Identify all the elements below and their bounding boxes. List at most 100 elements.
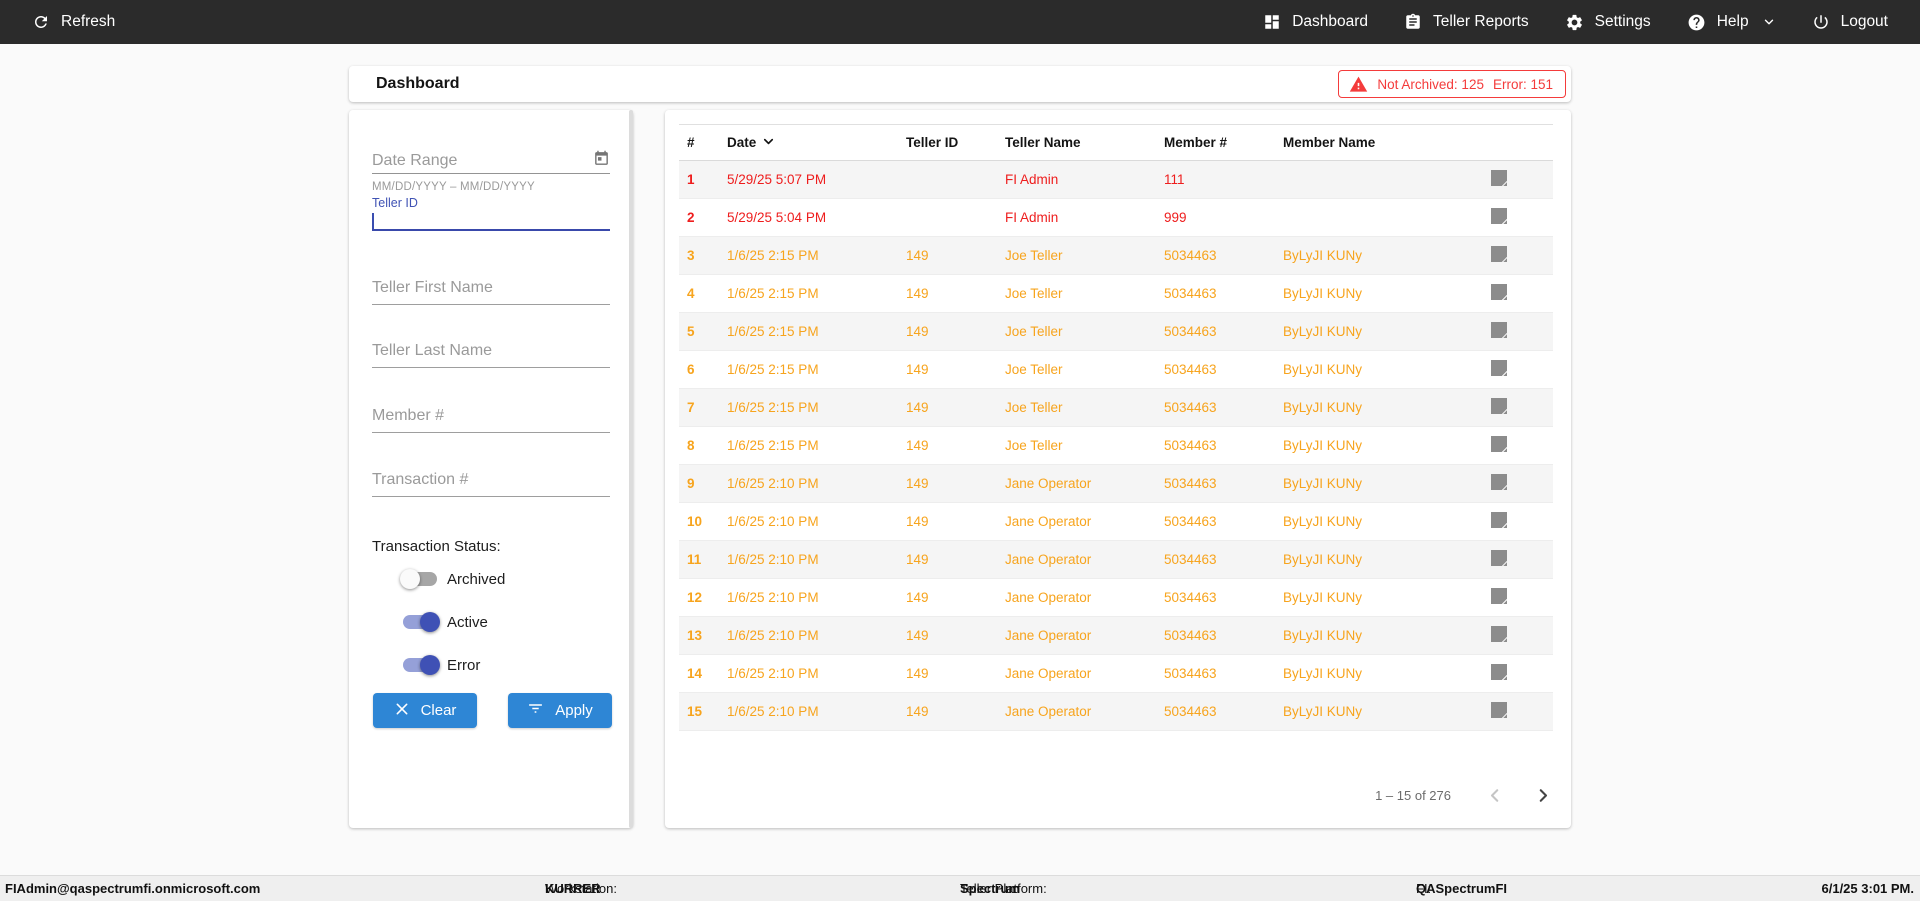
- alert-badge[interactable]: Not Archived: 125 Error: 151: [1338, 70, 1566, 98]
- table-row[interactable]: 2 5/29/25 5:04 PM FI Admin 999: [679, 198, 1553, 237]
- date-range-field[interactable]: Date Range MM/DD/YYYY – MM/DD/YYYY Telle…: [372, 150, 610, 231]
- teller-last-name-placeholder: Teller Last Name: [372, 342, 493, 359]
- nav-settings-label: Settings: [1594, 13, 1651, 30]
- filter-icon: [527, 700, 544, 721]
- page-header-card: Dashboard Not Archived: 125 Error: 151: [349, 66, 1571, 102]
- active-toggle-label: Active: [447, 613, 488, 631]
- table-row[interactable]: 6 1/6/25 2:15 PM 149 Joe Teller 5034463 …: [679, 350, 1553, 389]
- note-icon[interactable]: [1490, 245, 1508, 263]
- date-range-underline: [372, 171, 610, 174]
- note-icon[interactable]: [1490, 625, 1508, 643]
- nav-logout[interactable]: Logout: [1812, 13, 1888, 31]
- nav-dashboard-label: Dashboard: [1292, 13, 1369, 30]
- table-row[interactable]: 11 1/6/25 2:10 PM 149 Jane Operator 5034…: [679, 540, 1553, 579]
- text-caret: [372, 213, 374, 229]
- table-row[interactable]: 5 1/6/25 2:15 PM 149 Joe Teller 5034463 …: [679, 312, 1553, 351]
- col-header-date[interactable]: Date: [727, 124, 906, 161]
- page-title: Dashboard: [376, 75, 460, 92]
- transactions-table: # Date Teller ID Teller Name Member # Me…: [679, 124, 1553, 731]
- note-icon[interactable]: [1490, 283, 1508, 301]
- clipboard-icon: [1404, 13, 1422, 31]
- sidebar-scrollbar[interactable]: [629, 110, 633, 828]
- archived-toggle[interactable]: [400, 569, 437, 589]
- refresh-button[interactable]: Refresh: [32, 13, 115, 31]
- table-row[interactable]: 15 1/6/25 2:10 PM 149 Jane Operator 5034…: [679, 692, 1553, 731]
- status-datetime: 6/1/25 3:01 PM.: [1821, 881, 1915, 896]
- nav-teller-reports[interactable]: Teller Reports: [1404, 13, 1529, 31]
- calendar-icon[interactable]: [593, 150, 610, 172]
- clear-button[interactable]: Clear: [373, 693, 477, 728]
- col-header-note: [1445, 124, 1553, 161]
- note-icon[interactable]: [1490, 359, 1508, 377]
- note-icon[interactable]: [1490, 473, 1508, 491]
- col-header-teller-id[interactable]: Teller ID: [906, 124, 1005, 161]
- chevron-down-icon: [1762, 15, 1776, 29]
- transaction-number-input[interactable]: Transaction #: [372, 467, 610, 497]
- teller-id-label: Teller ID: [372, 196, 418, 210]
- apply-button-label: Apply: [555, 702, 593, 719]
- transaction-status-label: Transaction Status:: [372, 538, 501, 555]
- nav-help[interactable]: Help: [1687, 13, 1776, 32]
- note-icon[interactable]: [1490, 397, 1508, 415]
- table-row[interactable]: 12 1/6/25 2:10 PM 149 Jane Operator 5034…: [679, 578, 1553, 617]
- table-row[interactable]: 4 1/6/25 2:15 PM 149 Joe Teller 5034463 …: [679, 274, 1553, 313]
- member-number-placeholder: Member #: [372, 407, 445, 424]
- table-row[interactable]: 10 1/6/25 2:10 PM 149 Jane Operator 5034…: [679, 502, 1553, 541]
- note-icon[interactable]: [1490, 511, 1508, 529]
- col-header-member-name[interactable]: Member Name: [1283, 124, 1445, 161]
- table-row[interactable]: 9 1/6/25 2:10 PM 149 Jane Operator 50344…: [679, 464, 1553, 503]
- note-icon[interactable]: [1490, 663, 1508, 681]
- refresh-icon: [32, 13, 50, 31]
- nav-logout-label: Logout: [1840, 13, 1888, 30]
- warning-icon: [1349, 75, 1368, 94]
- toggle-active: Active: [403, 610, 488, 634]
- active-toggle[interactable]: [403, 612, 440, 632]
- close-icon: [394, 701, 410, 721]
- status-bar: FIAdmin@qaspectrumfi.onmicrosoft.com Wor…: [0, 875, 1920, 901]
- member-number-input[interactable]: Member #: [372, 403, 610, 433]
- col-header-member-num[interactable]: Member #: [1164, 124, 1283, 161]
- error-toggle-label: Error: [447, 656, 481, 674]
- transactions-table-card: # Date Teller ID Teller Name Member # Me…: [665, 110, 1571, 828]
- table-row[interactable]: 14 1/6/25 2:10 PM 149 Jane Operator 5034…: [679, 654, 1553, 693]
- alert-not-archived-count: Not Archived: 125: [1377, 76, 1484, 92]
- note-icon[interactable]: [1490, 169, 1508, 187]
- previous-page-button[interactable]: [1485, 785, 1506, 806]
- table-row[interactable]: 1 5/29/25 5:07 PM FI Admin 111: [679, 160, 1553, 199]
- nav-help-label: Help: [1716, 13, 1749, 30]
- nav-dashboard[interactable]: Dashboard: [1263, 13, 1368, 31]
- nav-settings[interactable]: Settings: [1565, 13, 1651, 32]
- table-row[interactable]: 13 1/6/25 2:10 PM 149 Jane Operator 5034…: [679, 616, 1553, 655]
- col-header-teller-name[interactable]: Teller Name: [1005, 124, 1164, 161]
- note-icon[interactable]: [1490, 549, 1508, 567]
- note-icon[interactable]: [1490, 207, 1508, 225]
- note-icon[interactable]: [1490, 435, 1508, 453]
- teller-first-name-input[interactable]: Teller First Name: [372, 275, 610, 305]
- filter-sidebar: Date Range MM/DD/YYYY – MM/DD/YYYY Telle…: [349, 110, 633, 828]
- table-row[interactable]: 8 1/6/25 2:15 PM 149 Joe Teller 5034463 …: [679, 426, 1553, 465]
- gear-icon: [1565, 13, 1584, 32]
- error-toggle[interactable]: [403, 655, 440, 675]
- refresh-label: Refresh: [61, 13, 116, 30]
- toggle-error: Error: [403, 653, 480, 677]
- pagination: 1 – 15 of 276: [1375, 785, 1553, 806]
- top-nav-bar: Refresh Dashboard Teller Reports Setting…: [0, 0, 1920, 44]
- top-nav-right: Dashboard Teller Reports Settings Help: [1263, 13, 1888, 32]
- teller-last-name-input[interactable]: Teller Last Name: [372, 338, 610, 368]
- help-icon: [1687, 13, 1706, 32]
- clear-button-label: Clear: [420, 702, 457, 719]
- note-icon[interactable]: [1490, 587, 1508, 605]
- table-row[interactable]: 7 1/6/25 2:15 PM 149 Joe Teller 5034463 …: [679, 388, 1553, 427]
- nav-teller-reports-label: Teller Reports: [1433, 13, 1529, 30]
- table-row[interactable]: 3 1/6/25 2:15 PM 149 Joe Teller 5034463 …: [679, 236, 1553, 275]
- note-icon[interactable]: [1490, 321, 1508, 339]
- alert-error-count: Error: 151: [1492, 76, 1553, 92]
- teller-first-name-placeholder: Teller First Name: [372, 279, 493, 296]
- teller-id-input[interactable]: [372, 211, 610, 231]
- next-page-button[interactable]: [1532, 785, 1553, 806]
- apply-button[interactable]: Apply: [508, 693, 612, 728]
- toggle-archived: Archived: [400, 567, 506, 591]
- archived-toggle-label: Archived: [447, 570, 506, 588]
- note-icon[interactable]: [1490, 701, 1508, 719]
